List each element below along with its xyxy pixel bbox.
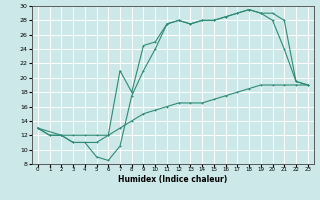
X-axis label: Humidex (Indice chaleur): Humidex (Indice chaleur) [118, 175, 228, 184]
